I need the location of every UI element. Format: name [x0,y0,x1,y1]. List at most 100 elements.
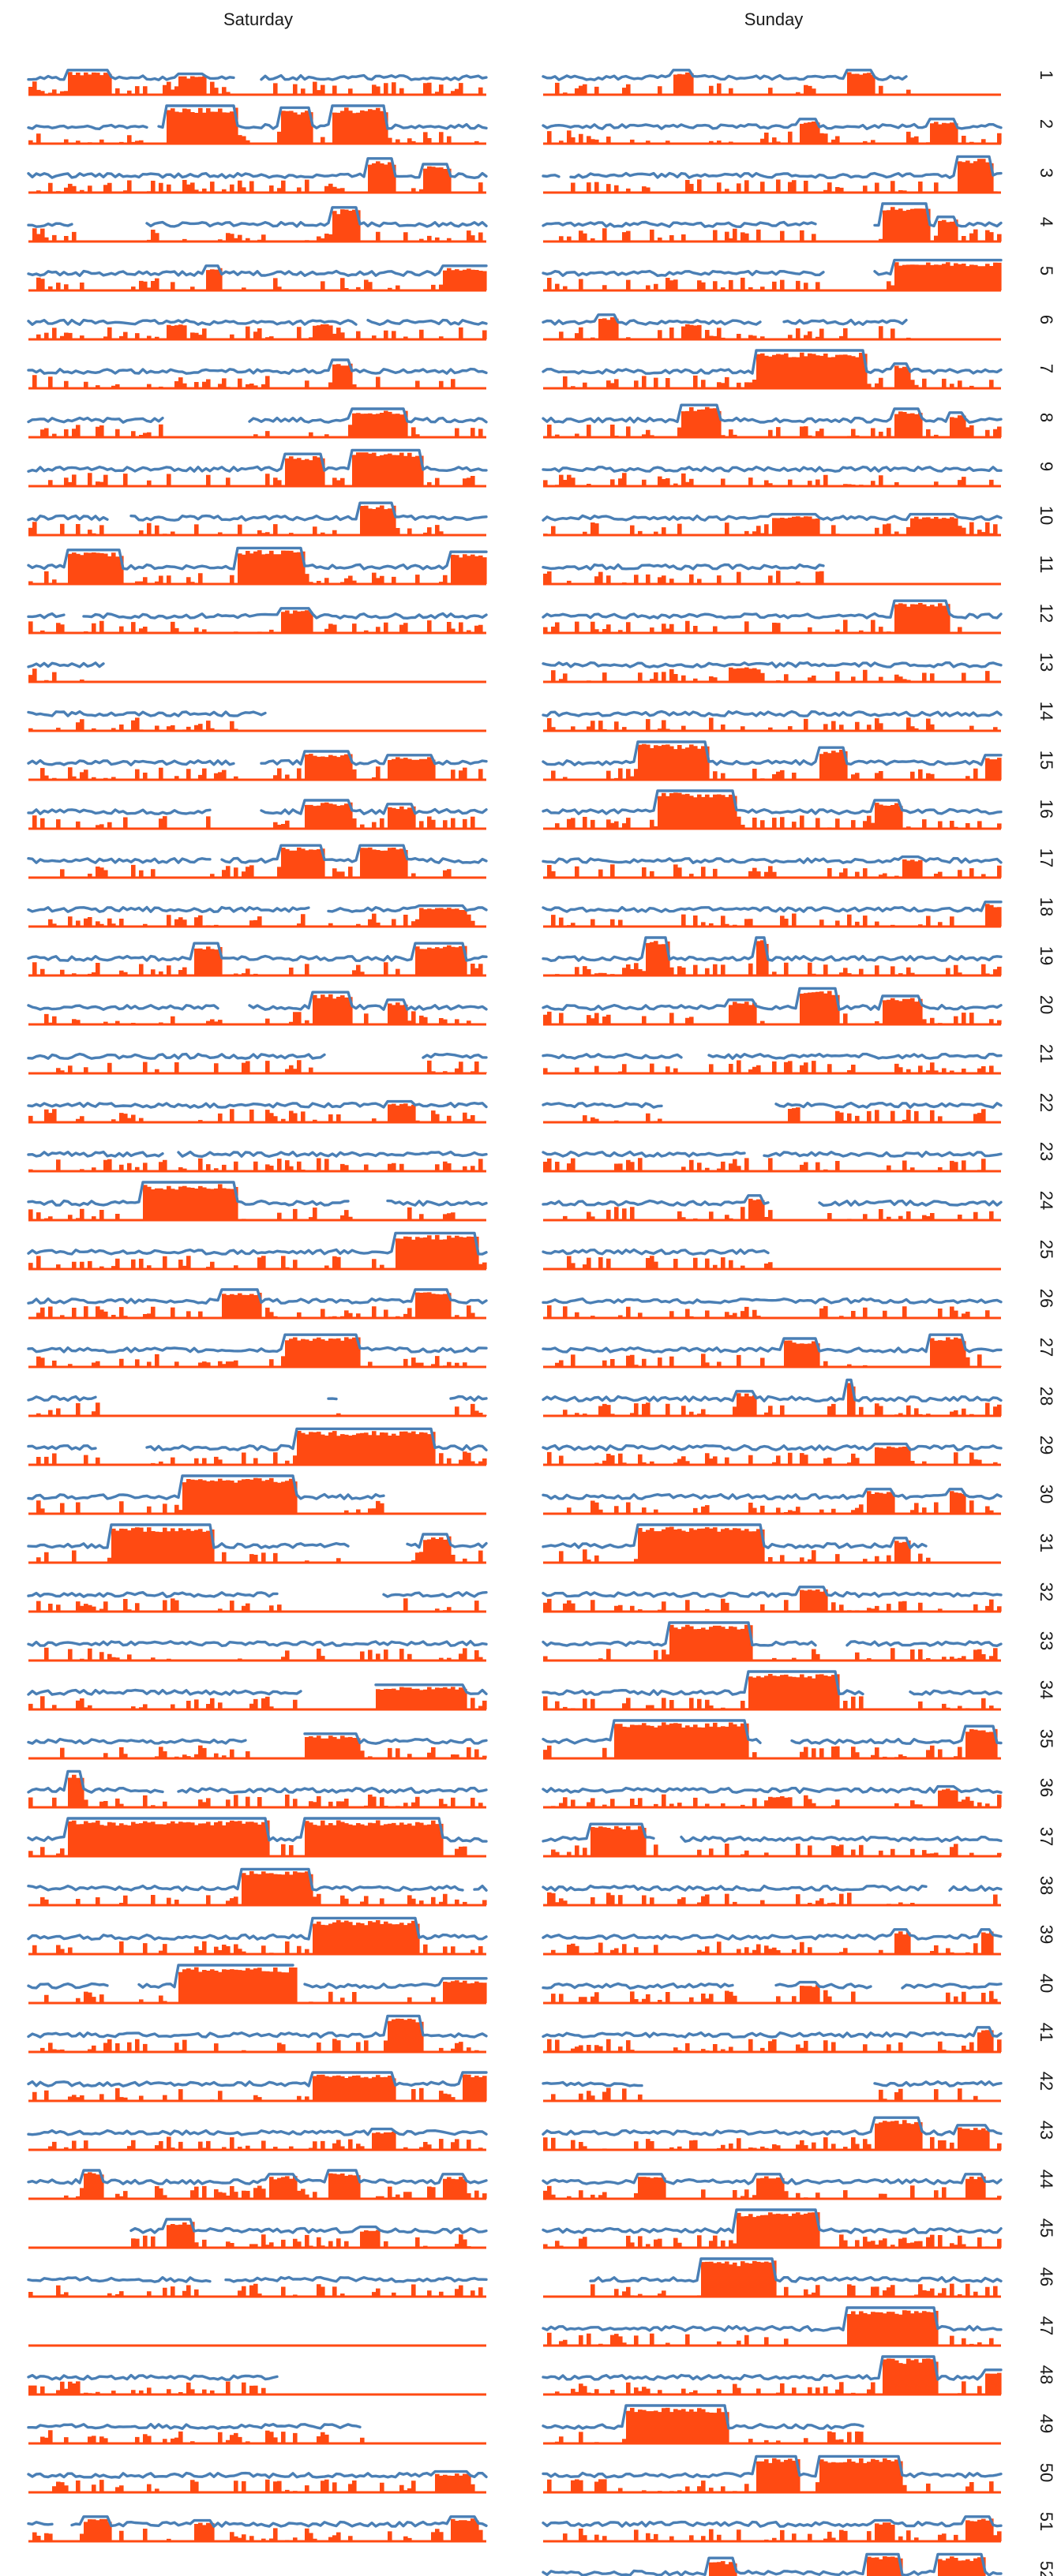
week-label: 25 [1037,1240,1056,1259]
heart-rate-line [542,155,1003,179]
activity-fill [583,1107,986,1122]
week-label: 49 [1037,2414,1056,2433]
activity-fill [547,2458,994,2492]
activity-fill [32,802,475,829]
activity-fill [551,904,1002,927]
activity-fill [28,2381,266,2394]
heart-rate-line [27,1474,385,1500]
activity-fill [543,2120,1002,2150]
heart-rate-line [129,2218,488,2234]
row-sunday-1 [542,69,1001,96]
activity-fill [543,603,962,633]
activity-fill [543,516,998,535]
activity-fill [36,1402,487,1416]
row-sunday-48 [542,2355,1003,2396]
heart-rate-line [542,2026,1003,2039]
activity-fill [555,2358,1002,2394]
heart-rate-line [27,104,488,130]
row-saturday-19 [27,942,488,977]
heart-rate-line [542,2116,1003,2136]
heart-rate-line [27,407,488,424]
heart-rate-line [542,1980,1003,1990]
row-saturday-40 [27,1964,488,2005]
heart-rate-line [27,607,488,620]
row-saturday-20 [27,990,488,1026]
heart-rate-line [27,844,488,864]
activity-fill [28,550,487,584]
activity-fill [559,1526,931,1563]
heart-rate-line [27,1181,488,1207]
row-sunday-3 [542,155,1003,194]
heart-rate-line [27,1523,488,1549]
week-label: 28 [1037,1387,1056,1406]
heart-rate-line [27,157,488,179]
activity-fill [40,2430,365,2443]
week-label: 22 [1037,1093,1056,1112]
row-saturday-27 [27,1333,488,1368]
heart-rate-line [542,2552,1003,2576]
heart-rate-line [542,1884,1003,1892]
heart-rate-line [27,904,488,913]
week-label: 1 [1037,70,1056,80]
heart-rate-line [27,1052,488,1060]
week-label: 13 [1037,653,1056,672]
activity-fill [28,2283,483,2297]
heart-rate-line [27,1916,488,1941]
activity-fill [28,1774,483,1807]
heart-rate-line [27,1591,488,1598]
activity-fill [28,1184,456,1220]
row-sunday-19 [542,936,1003,977]
heart-rate-line [27,546,488,571]
week-label: 24 [1037,1191,1056,1210]
heart-rate-line [27,799,488,815]
row-saturday-8 [27,407,488,439]
heart-rate-line [542,1670,1003,1696]
week-label: 12 [1037,604,1056,623]
activity-fill [571,159,998,193]
activity-fill [32,1919,483,1954]
row-sunday-32 [542,1586,1003,1613]
heart-rate-line [542,69,908,81]
week-label: 23 [1037,1142,1056,1161]
activity-fill [543,571,824,584]
heart-rate-line [542,1523,928,1549]
activity-fill [547,1305,990,1318]
activity-fill [131,2222,471,2248]
row-sunday-45 [542,2208,1003,2249]
row-saturday-3 [27,157,488,194]
row-sunday-42 [542,2080,1003,2102]
row-saturday-31 [27,1523,488,1564]
row-saturday-13 [27,661,486,683]
row-sunday-8 [542,403,1003,439]
heart-rate-line [542,1052,1003,1060]
heart-rate-line [542,1194,1003,1207]
heart-rate-line [542,258,1003,277]
plot-area [27,69,1003,2576]
activity-fill [36,1477,384,1514]
activity-fill [567,1256,773,1269]
heart-rate-line [542,987,1003,1011]
heart-rate-line [542,1784,1003,1794]
activity-fill [567,1491,994,1514]
activity-fill [28,505,456,535]
activity-fill [28,668,84,682]
week-label: 27 [1037,1338,1056,1357]
week-label: 43 [1037,2121,1056,2140]
row-sunday-9 [542,466,1003,488]
week-label: 40 [1037,1974,1056,1993]
row-sunday-35 [542,1719,1003,1760]
row-saturday-26 [27,1288,488,1320]
heart-rate-line [542,855,1003,864]
activity-fill [551,1931,994,1954]
row-sunday-39 [542,1928,1003,1956]
row-saturday-49 [27,2422,486,2445]
heart-rate-line [542,1488,1003,1500]
activity-fill [551,1985,998,2003]
week-label: 41 [1037,2023,1056,2042]
activity-fill [28,72,483,95]
activity-fill [709,2556,986,2576]
heart-rate-line [27,1867,488,1892]
heart-rate-line [27,750,488,766]
row-saturday-46 [27,2275,488,2298]
row-saturday-38 [27,1867,488,1907]
